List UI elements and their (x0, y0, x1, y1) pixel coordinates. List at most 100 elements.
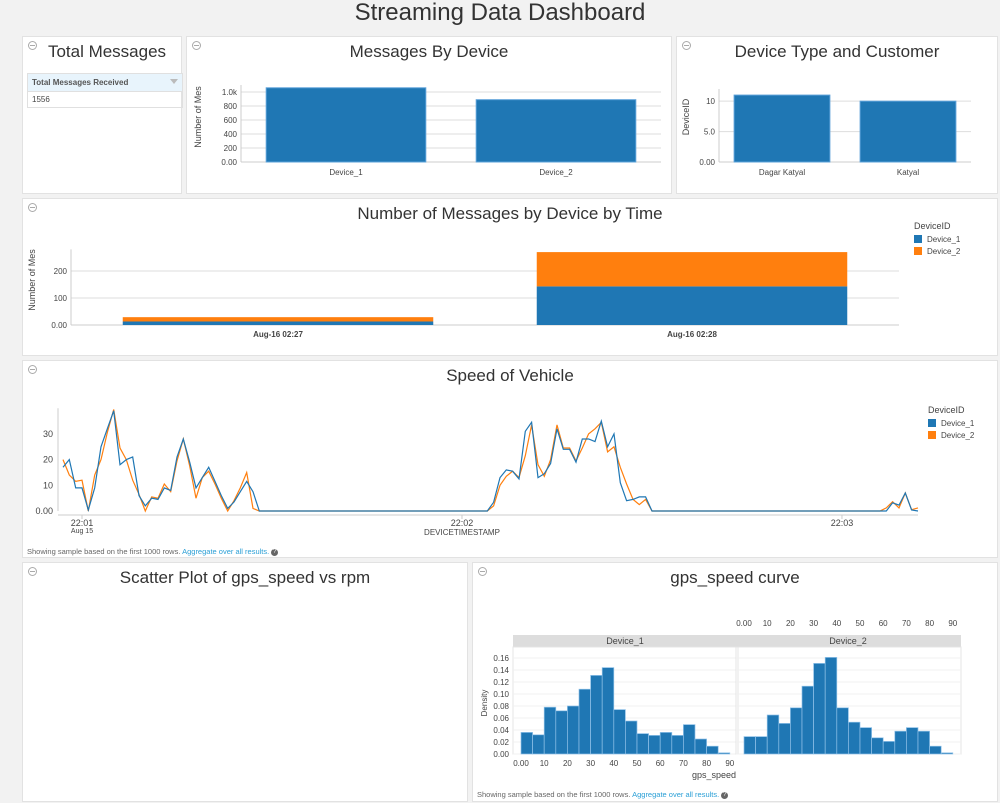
messages-by-time-chart: 0.00 100 200 Number of Mes Aug-16 02:27 Aug-1… (27, 221, 961, 339)
x-tick-label: 60 (656, 759, 665, 768)
y-tick-label: 0.00 (699, 158, 715, 167)
device-type-chart: 0.00 5.0 10 DeviceID Dagar Katyal Katyal (681, 89, 971, 177)
panel-menu-icon[interactable] (682, 41, 691, 50)
histogram-bar (778, 723, 791, 755)
y-tick-label: 0.10 (493, 690, 509, 699)
legend-label: Device_1 (941, 419, 975, 428)
histogram-bar (871, 737, 884, 755)
y-axis-label: Density (480, 690, 489, 717)
aggregate-link[interactable]: Aggregate over all results. (182, 547, 270, 556)
histogram-bar (671, 735, 684, 755)
table-cell: 1556 (28, 91, 182, 107)
histogram-bar (567, 705, 580, 755)
bar-katyal (859, 100, 957, 163)
panel-menu-icon[interactable] (28, 203, 37, 212)
y-tick-label: 800 (224, 102, 238, 111)
messages-by-device-chart: 0.00 200 400 600 800 1.0k Number of Mes Device_… (193, 85, 661, 177)
x-tick-label: 22:01 (71, 518, 94, 528)
line-device_1 (62, 410, 919, 513)
x-tick-label: 60 (879, 619, 888, 628)
panel-title: Speed of Vehicle (446, 366, 574, 385)
aggregate-link[interactable]: Aggregate over all results. (632, 790, 720, 799)
x-tick-label: 30 (809, 619, 818, 628)
sort-arrow-icon[interactable] (170, 79, 178, 84)
x-tick-label: 20 (563, 759, 572, 768)
question-circle-icon[interactable]: ? (721, 791, 729, 799)
bar-dagar-katyal (733, 94, 831, 163)
dashboard-title: Streaming Data Dashboard (354, 0, 646, 26)
histogram-bar (683, 724, 696, 755)
panel-title: gps_speed curve (670, 568, 800, 587)
bar-device_2 (475, 99, 637, 163)
x-tick-label: 0.00 (736, 619, 752, 628)
x-tick-label: Aug-16 02:28 (667, 330, 717, 339)
histogram-bar (859, 727, 872, 755)
x-tick-label: 20 (786, 619, 795, 628)
y-tick-label: 0.02 (493, 738, 509, 747)
y-tick-label: 10 (43, 480, 53, 490)
histogram-bar (543, 706, 557, 755)
panel-menu-icon[interactable] (192, 41, 201, 50)
panel-menu-icon[interactable] (478, 567, 487, 576)
x-tick-label: Device_1 (329, 168, 363, 177)
messages-by-device-panel: Messages By Device 0.00 200 400 600 800 1.0k N… (186, 36, 672, 194)
y-tick-label: 0.06 (493, 714, 509, 723)
x-tick-label: 10 (540, 759, 549, 768)
bar-segment-device_1 (536, 286, 848, 325)
x-tick-label: 40 (609, 759, 618, 768)
y-tick-label: 1.0k (222, 88, 238, 97)
histogram-bar (801, 685, 814, 755)
legend-label: Device_1 (927, 235, 961, 244)
legend-label: Device_2 (927, 247, 961, 256)
x-tick-label: 10 (763, 619, 772, 628)
panel-menu-icon[interactable] (28, 567, 37, 576)
histogram-bar (625, 720, 638, 755)
line-device_2 (62, 409, 919, 513)
y-tick-label: 10 (706, 97, 715, 106)
column-header[interactable]: Total Messages Received (28, 74, 182, 91)
histogram-bar (520, 732, 533, 755)
panel-title: Scatter Plot of gps_speed vs rpm (119, 568, 371, 587)
y-tick-label: 0.00 (493, 750, 509, 759)
x-tick-label: 70 (902, 619, 911, 628)
bar-segment-device_2 (122, 317, 434, 322)
facet-label: Device_2 (829, 636, 867, 646)
messages-by-time-panel: Number of Messages by Device by Time 0.0… (22, 198, 998, 356)
x-tick-label: 50 (856, 619, 865, 628)
bar-segment-device_2 (536, 252, 848, 287)
x-tick-label: Katyal (897, 168, 919, 177)
histogram-bar (836, 707, 849, 755)
question-circle-icon[interactable]: ? (271, 548, 279, 556)
histogram-bar (706, 745, 719, 755)
x-tick-label: 22:03 (831, 518, 854, 528)
y-tick-label: 0.04 (493, 726, 509, 735)
y-tick-label: 200 (224, 144, 238, 153)
panel-title: Total Messages (47, 42, 167, 61)
y-tick-label: 600 (224, 116, 238, 125)
histogram-bar (659, 732, 673, 755)
y-tick-label: 0.00 (51, 321, 67, 330)
x-tick-sublabel: Aug 15 (71, 528, 93, 535)
x-tick-label: Aug-16 02:27 (253, 330, 303, 339)
panel-title: Messages By Device (349, 42, 509, 61)
footnote-text: Showing sample based on the first 1000 r… (27, 547, 181, 556)
device-type-panel: Device Type and Customer 0.00 5.0 10 Device… (676, 36, 998, 194)
footnote-text: Showing sample based on the first 1000 r… (477, 790, 631, 799)
histogram-bar (578, 688, 591, 755)
y-tick-label: 400 (224, 130, 238, 139)
panel-title: Number of Messages by Device by Time (357, 204, 663, 223)
sample-footnote: Showing sample based on the first 1000 r… (477, 790, 729, 799)
facet-strip (736, 635, 961, 647)
total-messages-table: Total Messages Received 1556 (27, 73, 183, 108)
facet-label: Device_1 (606, 636, 644, 646)
histogram-bar (743, 736, 756, 755)
panel-menu-icon[interactable] (28, 365, 37, 374)
x-tick-label: 80 (702, 759, 711, 768)
histogram-bar (532, 734, 545, 755)
histogram-bar (848, 721, 861, 755)
panel-menu-icon[interactable] (28, 41, 37, 50)
histogram-bar (694, 738, 707, 755)
x-tick-label: 70 (679, 759, 688, 768)
legend-swatch-device_2 (928, 431, 936, 439)
x-tick-label: 90 (725, 759, 734, 768)
